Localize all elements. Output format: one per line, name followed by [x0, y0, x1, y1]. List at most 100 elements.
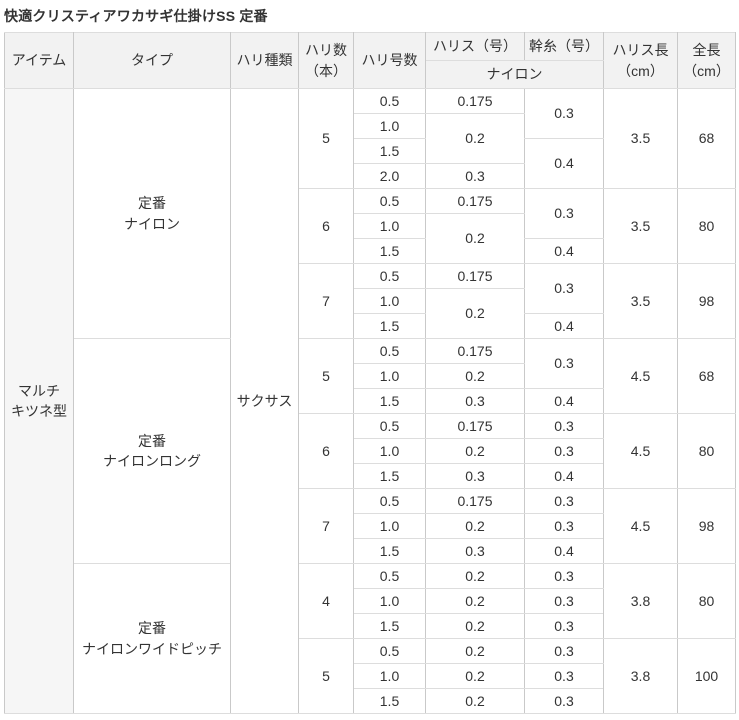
- cell-harisu-length: 3.8: [603, 563, 678, 639]
- cell-harisu-length: 3.5: [603, 188, 678, 264]
- col-header-hook-size: ハリ号数: [353, 32, 426, 89]
- cell-hook-size: 1.0: [353, 288, 426, 314]
- col-header-item: アイテム: [4, 32, 74, 89]
- table-row: 1.0 0.2 0.3: [5, 663, 736, 689]
- cell-harisu: 0.2: [425, 638, 525, 664]
- cell-motoito: 0.3: [524, 488, 604, 514]
- cell-motoito: 0.3: [524, 188, 604, 239]
- cell-hook-count: 5: [298, 338, 354, 414]
- cell-hook-size: 1.0: [353, 438, 426, 464]
- cell-motoito: 0.3: [524, 563, 604, 589]
- cell-item: マルチ キツネ型: [4, 88, 74, 714]
- cell-harisu: 0.3: [425, 463, 525, 489]
- cell-hook-size: 2.0: [353, 163, 426, 189]
- cell-motoito: 0.3: [524, 588, 604, 614]
- cell-hook-count: 7: [298, 488, 354, 564]
- cell-hook-size: 1.0: [353, 513, 426, 539]
- cell-harisu: 0.175: [425, 338, 525, 364]
- cell-harisu: 0.2: [425, 363, 525, 389]
- cell-type: 定番 ナイロンワイドピッチ: [73, 563, 231, 714]
- cell-hook-size: 1.5: [353, 688, 426, 714]
- cell-hook-size: 1.0: [353, 213, 426, 239]
- cell-hook-size: 1.0: [353, 113, 426, 139]
- cell-hook-count: 5: [298, 88, 354, 189]
- cell-harisu: 0.3: [425, 388, 525, 414]
- cell-hook-size: 1.0: [353, 363, 426, 389]
- cell-hook-size: 0.5: [353, 638, 426, 664]
- table-row: 1.5 0.4: [5, 238, 736, 264]
- cell-total-length: 68: [677, 338, 736, 414]
- cell-harisu: 0.3: [425, 538, 525, 564]
- col-header-total-length: 全長 （cm）: [677, 32, 736, 89]
- cell-hook-size: 1.5: [353, 613, 426, 639]
- cell-harisu: 0.2: [425, 213, 525, 264]
- table-row: 7 0.5 0.175 0.3 4.5 98: [5, 488, 736, 564]
- table-row: 1.0 0.2: [5, 113, 736, 164]
- table-row: 1.5 0.4: [5, 313, 736, 339]
- cell-motoito: 0.3: [524, 413, 604, 439]
- cell-hook-size: 0.5: [353, 263, 426, 289]
- table-header: アイテム タイプ ハリ種類 ハリ数 （本） ハリ号数 ハリス（号） 幹糸（号） …: [4, 32, 736, 89]
- cell-harisu-length: 3.5: [603, 263, 678, 339]
- cell-total-length: 100: [677, 638, 736, 714]
- cell-motoito: 0.4: [524, 138, 604, 189]
- cell-harisu-length: 4.5: [603, 488, 678, 564]
- col-header-harisu-length: ハリス長 （cm）: [603, 32, 678, 89]
- cell-total-length: 80: [677, 563, 736, 639]
- table-row: 定番 ナイロンワイドピッチ 4 0.5 0.2 0.3 3.8 80: [5, 563, 736, 714]
- cell-hook-size: 0.5: [353, 188, 426, 214]
- cell-harisu: 0.175: [425, 88, 525, 114]
- cell-motoito: 0.3: [524, 338, 604, 389]
- table-row: 定番 ナイロンロング 5 0.5 0.175 0.3 4.5 68: [5, 338, 736, 564]
- cell-motoito: 0.3: [524, 438, 604, 464]
- cell-motoito: 0.3: [524, 688, 604, 714]
- cell-harisu: 0.2: [425, 513, 525, 539]
- cell-total-length: 98: [677, 488, 736, 564]
- cell-type: 定番 ナイロン: [73, 88, 231, 339]
- cell-motoito: 0.3: [524, 513, 604, 539]
- table-row: 1.0 0.2: [5, 288, 736, 339]
- cell-harisu: 0.2: [425, 563, 525, 589]
- cell-hook-size: 1.5: [353, 538, 426, 564]
- cell-harisu: 0.2: [425, 288, 525, 339]
- table-row: 1.5 0.2 0.3: [5, 688, 736, 714]
- cell-motoito: 0.3: [524, 638, 604, 664]
- cell-hook-count: 6: [298, 413, 354, 489]
- cell-hook-count: 6: [298, 188, 354, 264]
- table-row: 1.0 0.2 0.3: [5, 588, 736, 614]
- cell-harisu-length: 3.5: [603, 88, 678, 189]
- cell-type: 定番 ナイロンロング: [73, 338, 231, 564]
- header-subrow: ナイロン: [5, 60, 736, 89]
- cell-hook-size: 1.5: [353, 388, 426, 414]
- cell-harisu: 0.2: [425, 613, 525, 639]
- cell-total-length: 80: [677, 188, 736, 264]
- col-header-type: タイプ: [73, 32, 231, 89]
- cell-harisu-length: 4.5: [603, 338, 678, 414]
- cell-hook-size: 1.0: [353, 588, 426, 614]
- cell-hook-size: 1.5: [353, 238, 426, 264]
- cell-motoito: 0.3: [524, 88, 604, 139]
- col-header-harisu: ハリス（号）: [425, 32, 525, 61]
- table-row: 7 0.5 0.175 0.3 3.5 98: [5, 263, 736, 339]
- cell-total-length: 98: [677, 263, 736, 339]
- cell-hook-size: 0.5: [353, 563, 426, 589]
- cell-harisu: 0.3: [425, 163, 525, 189]
- col-header-motoito: 幹糸（号）: [524, 32, 604, 61]
- page-title: 快適クリスティアワカサギ仕掛けSS 定番: [4, 8, 268, 24]
- cell-harisu-length: 3.8: [603, 638, 678, 714]
- col-header-hook-kind: ハリ種類: [230, 32, 299, 89]
- cell-motoito: 0.4: [524, 313, 604, 339]
- table-body: マルチ キツネ型 定番 ナイロン サクサス 5 0.5 0.175 0.3 3.…: [4, 88, 736, 714]
- cell-motoito: 0.3: [524, 663, 604, 689]
- cell-harisu: 0.2: [425, 113, 525, 164]
- cell-motoito: 0.4: [524, 388, 604, 414]
- cell-harisu: 0.175: [425, 488, 525, 514]
- cell-hook-size: 1.5: [353, 313, 426, 339]
- cell-harisu: 0.175: [425, 188, 525, 214]
- cell-hook-size: 0.5: [353, 413, 426, 439]
- cell-harisu: 0.2: [425, 663, 525, 689]
- cell-hook-size: 1.5: [353, 138, 426, 164]
- table-row: 1.5 0.3 0.4: [5, 388, 736, 414]
- cell-hook-size: 0.5: [353, 338, 426, 364]
- table-row: 2.0 0.3: [5, 163, 736, 189]
